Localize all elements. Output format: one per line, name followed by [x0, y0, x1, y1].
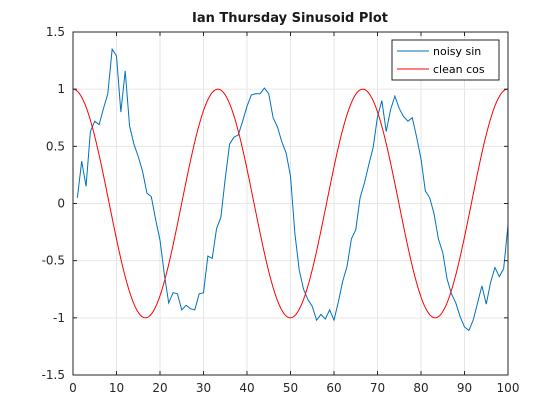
series-line-clean-cos	[72, 88, 509, 319]
x-tick-label: 20	[152, 381, 167, 395]
grid-lines	[72, 31, 509, 376]
y-tick-label: -1	[53, 311, 65, 325]
x-tick-label: 10	[109, 381, 124, 395]
y-tick-label: 1.5	[46, 25, 65, 39]
x-tick-label: 0	[69, 381, 77, 395]
y-tick-label: 0	[57, 197, 65, 211]
x-tick-label: 40	[239, 381, 254, 395]
legend-box	[391, 39, 500, 81]
legend-label: noisy sin	[433, 45, 481, 58]
y-tick-label: 1	[57, 82, 65, 96]
y-tick-label: 0.5	[46, 139, 65, 153]
chart-title: Ian Thursday Sinusoid Plot	[192, 11, 388, 26]
x-tick-label: 50	[283, 381, 298, 395]
axis-ticks: 0 10 20 30 40 50 60 70 80 90 100 1.5 1 0.5 0 -0.5 -1 -1.5	[42, 25, 520, 395]
series-layer	[72, 47, 509, 332]
x-tick-label: 70	[370, 381, 385, 395]
x-tick-label: 90	[457, 381, 472, 395]
series-line-noisy-sin	[76, 47, 509, 332]
x-tick-label: 100	[497, 381, 520, 395]
legend-label: clean cos	[433, 63, 485, 76]
x-tick-label: 60	[326, 381, 341, 395]
y-tick-label: -1.5	[42, 368, 65, 382]
x-tick-label: 80	[413, 381, 428, 395]
legend: noisy sin clean cos	[391, 39, 500, 81]
x-tick-label: 30	[196, 381, 211, 395]
y-tick-label: -0.5	[42, 254, 65, 268]
